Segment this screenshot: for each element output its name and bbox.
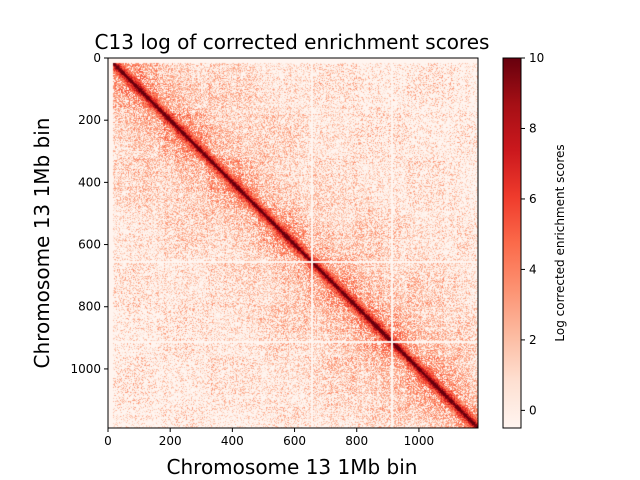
x-tick-label: 1000 (404, 434, 435, 448)
colorbar-label: Log corrected enrichment scores (553, 144, 567, 341)
y-tick-label: 400 (78, 175, 101, 189)
colorbar-tick-label: 8 (529, 121, 537, 135)
colorbar-axis: 0 2 4 6 8 10 (521, 51, 544, 417)
colorbar-tick-label: 6 (529, 192, 537, 206)
plot-frame (107, 57, 479, 429)
colorbar (503, 58, 521, 428)
y-axis: 0 200 400 600 800 1000 (70, 51, 108, 376)
chart-title: C13 log of corrected enrichment scores (95, 30, 490, 54)
x-tick-label: 200 (159, 434, 182, 448)
x-axis: 0 200 400 600 800 1000 (104, 428, 434, 448)
colorbar-tick-label: 4 (529, 262, 537, 276)
y-tick-label: 0 (93, 51, 101, 65)
y-tick-label: 800 (78, 300, 101, 314)
x-tick-label: 0 (104, 434, 112, 448)
colorbar-tick-label: 10 (529, 51, 544, 65)
y-tick-label: 200 (78, 113, 101, 127)
colorbar-tick-label: 0 (529, 403, 537, 417)
y-axis-label: Chromosome 13 1Mb bin (30, 118, 54, 369)
x-tick-label: 600 (283, 434, 306, 448)
x-axis-label: Chromosome 13 1Mb bin (167, 455, 418, 479)
heatmap-area (108, 58, 478, 428)
y-tick-label: 1000 (70, 362, 101, 376)
x-tick-label: 400 (221, 434, 244, 448)
y-tick-label: 600 (78, 238, 101, 252)
x-tick-label: 800 (345, 434, 368, 448)
colorbar-tick-label: 2 (529, 333, 537, 347)
colorbar-frame (502, 57, 522, 429)
